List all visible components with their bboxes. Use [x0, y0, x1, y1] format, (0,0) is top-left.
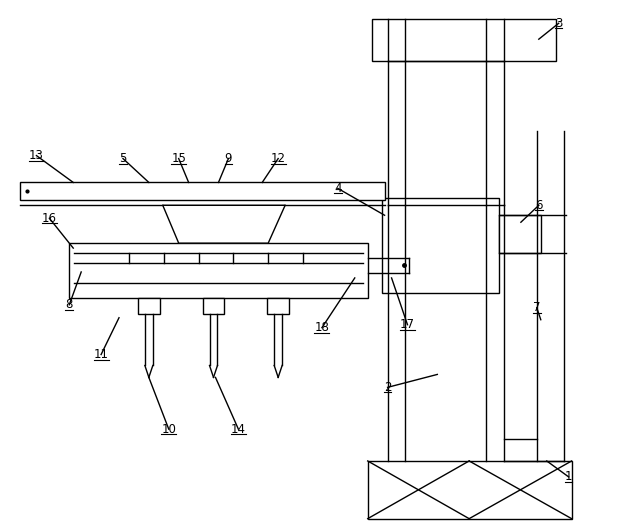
Text: 15: 15 — [171, 152, 186, 165]
Bar — [368, 461, 571, 519]
Text: 2: 2 — [384, 381, 391, 394]
Bar — [267, 298, 289, 314]
Text: 6: 6 — [535, 199, 542, 212]
Text: 7: 7 — [533, 301, 540, 314]
Bar — [138, 298, 160, 314]
Bar — [499, 215, 541, 253]
Text: 16: 16 — [42, 212, 57, 225]
Text: 8: 8 — [66, 298, 73, 311]
Text: 4: 4 — [334, 182, 342, 195]
Bar — [69, 243, 368, 298]
Bar — [202, 298, 225, 314]
Bar — [20, 182, 384, 200]
Polygon shape — [163, 205, 285, 243]
Bar — [371, 19, 556, 61]
Text: 11: 11 — [93, 348, 108, 361]
Text: 18: 18 — [314, 321, 329, 334]
Text: 14: 14 — [231, 422, 246, 436]
Text: 5: 5 — [119, 152, 127, 165]
Text: 17: 17 — [400, 318, 415, 331]
Text: 12: 12 — [271, 152, 285, 165]
Text: 9: 9 — [225, 152, 232, 165]
Text: 13: 13 — [29, 149, 44, 162]
Text: 1: 1 — [565, 471, 573, 483]
Bar — [382, 198, 499, 293]
Text: 10: 10 — [162, 422, 176, 436]
Text: 3: 3 — [555, 17, 563, 30]
